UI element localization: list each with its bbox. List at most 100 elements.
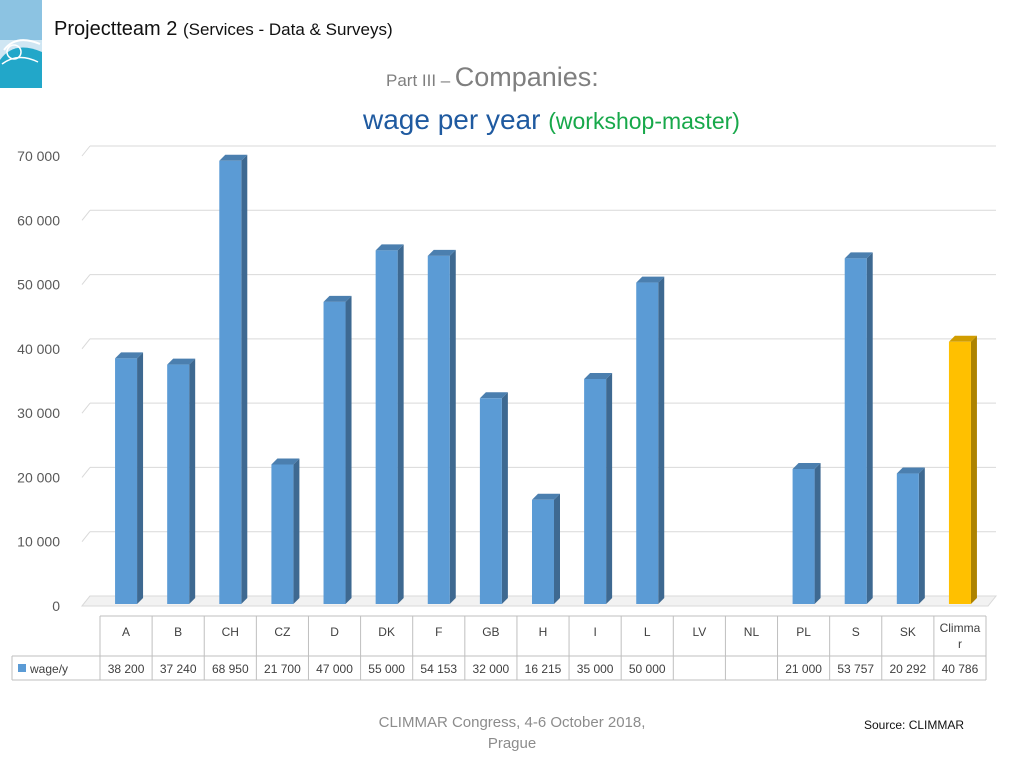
bar (792, 469, 815, 604)
bar-side (189, 358, 196, 604)
data-label: 55 000 (368, 662, 405, 676)
bar-top (271, 458, 300, 465)
footer-line-1: CLIMMAR Congress, 4-6 October 2018, (378, 714, 646, 731)
category-label: L (644, 625, 651, 639)
bar-side (970, 335, 977, 604)
bar-side (345, 295, 352, 604)
category-label: NL (744, 625, 760, 639)
bar-side (241, 154, 248, 604)
bar (479, 398, 502, 604)
bar (532, 499, 554, 604)
data-label: 16 215 (525, 662, 562, 676)
bar (375, 250, 398, 604)
bar-top (948, 335, 977, 342)
category-label: CH (222, 625, 239, 639)
bar-top (532, 493, 560, 500)
bar (844, 258, 867, 604)
data-label: 53 757 (837, 662, 874, 676)
category-label-wrap: r (958, 637, 962, 651)
category-label: DK (378, 625, 395, 639)
data-label: 35 000 (577, 662, 614, 676)
bar (167, 364, 190, 604)
title-line2-paren: (workshop-master) (548, 108, 740, 134)
category-label: PL (796, 625, 811, 639)
bar-top (375, 244, 404, 251)
data-label: 40 786 (942, 662, 979, 676)
bar-side (449, 249, 456, 604)
y-tick-label: 30 000 (17, 405, 60, 421)
category-label: F (435, 625, 442, 639)
category-label: GB (482, 625, 499, 639)
bar-top (115, 352, 144, 359)
source-note: Source: CLIMMAR (864, 718, 965, 732)
bar-side (814, 463, 821, 604)
header: Projectteam 2 (Services - Data & Surveys… (54, 18, 393, 41)
bar-top (792, 463, 821, 469)
header-sub: (Services - Data & Surveys) (182, 20, 393, 39)
bar-top (427, 249, 456, 256)
data-label: 47 000 (316, 662, 353, 676)
category-label: S (852, 625, 860, 639)
bar (115, 358, 138, 604)
y-tick-label: 60 000 (17, 212, 60, 228)
gridline-edge (81, 338, 91, 350)
gridline-edge (81, 402, 91, 414)
category-label: D (330, 625, 339, 639)
bar-top (636, 276, 665, 283)
bar (427, 255, 450, 604)
category-label: A (122, 625, 130, 639)
data-label: 68 950 (212, 662, 249, 676)
bar (323, 301, 346, 604)
bar (948, 341, 971, 604)
category-label: I (593, 625, 596, 639)
gridline-edge (81, 274, 91, 285)
category-label: SK (900, 625, 916, 639)
bar (219, 160, 242, 604)
title-line-1: Part III – Companies: (386, 62, 599, 93)
bar-side (397, 244, 404, 604)
data-label: 37 240 (160, 662, 197, 676)
title-line2-main: wage per year (363, 104, 541, 135)
bar-chart: 0 10 000 20 000 30 000 40 000 50 000 60 000 70 … (11, 145, 998, 681)
y-tick-label: 10 000 (17, 534, 60, 550)
bar-side (293, 458, 300, 604)
y-tick-label: 0 (52, 598, 60, 614)
category-label: B (174, 625, 182, 639)
y-tick-label: 20 000 (17, 469, 60, 485)
data-label: 20 292 (889, 662, 926, 676)
bar-top (844, 252, 873, 259)
data-label: 21 700 (264, 662, 301, 676)
data-label: 54 153 (420, 662, 457, 676)
y-tick-label: 50 000 (17, 277, 60, 293)
gridline-edge (81, 145, 91, 157)
data-label: 38 200 (108, 662, 145, 676)
bar-top (323, 295, 352, 302)
bar-top (479, 392, 508, 399)
title-part-prefix: Part III – (386, 71, 451, 90)
bar (271, 464, 294, 604)
gridline-edge (81, 209, 91, 221)
data-label: 21 000 (785, 662, 822, 676)
bar-top (584, 373, 613, 379)
category-label: Climma (940, 621, 981, 635)
category-label: CZ (274, 625, 290, 639)
bar-side (918, 467, 925, 604)
y-tick-label: 70 000 (17, 148, 60, 164)
bar-top (219, 154, 248, 161)
data-label: 32 000 (473, 662, 510, 676)
title-part-main: Companies: (454, 62, 599, 92)
category-label: LV (692, 625, 706, 639)
header-main: Projectteam 2 (54, 18, 178, 40)
bar (584, 379, 607, 604)
bar-top (167, 358, 196, 365)
gridline-edge (81, 531, 91, 543)
bar (896, 473, 919, 604)
data-label: 50 000 (629, 662, 666, 676)
footer-line-2: Prague (487, 735, 537, 752)
bar-side (137, 352, 144, 604)
category-label: H (539, 625, 548, 639)
bar-side (866, 252, 873, 604)
logo (0, 0, 42, 88)
bar-side (554, 493, 560, 604)
footer: CLIMMAR Congress, 4-6 October 2018, Prag… (362, 712, 662, 754)
